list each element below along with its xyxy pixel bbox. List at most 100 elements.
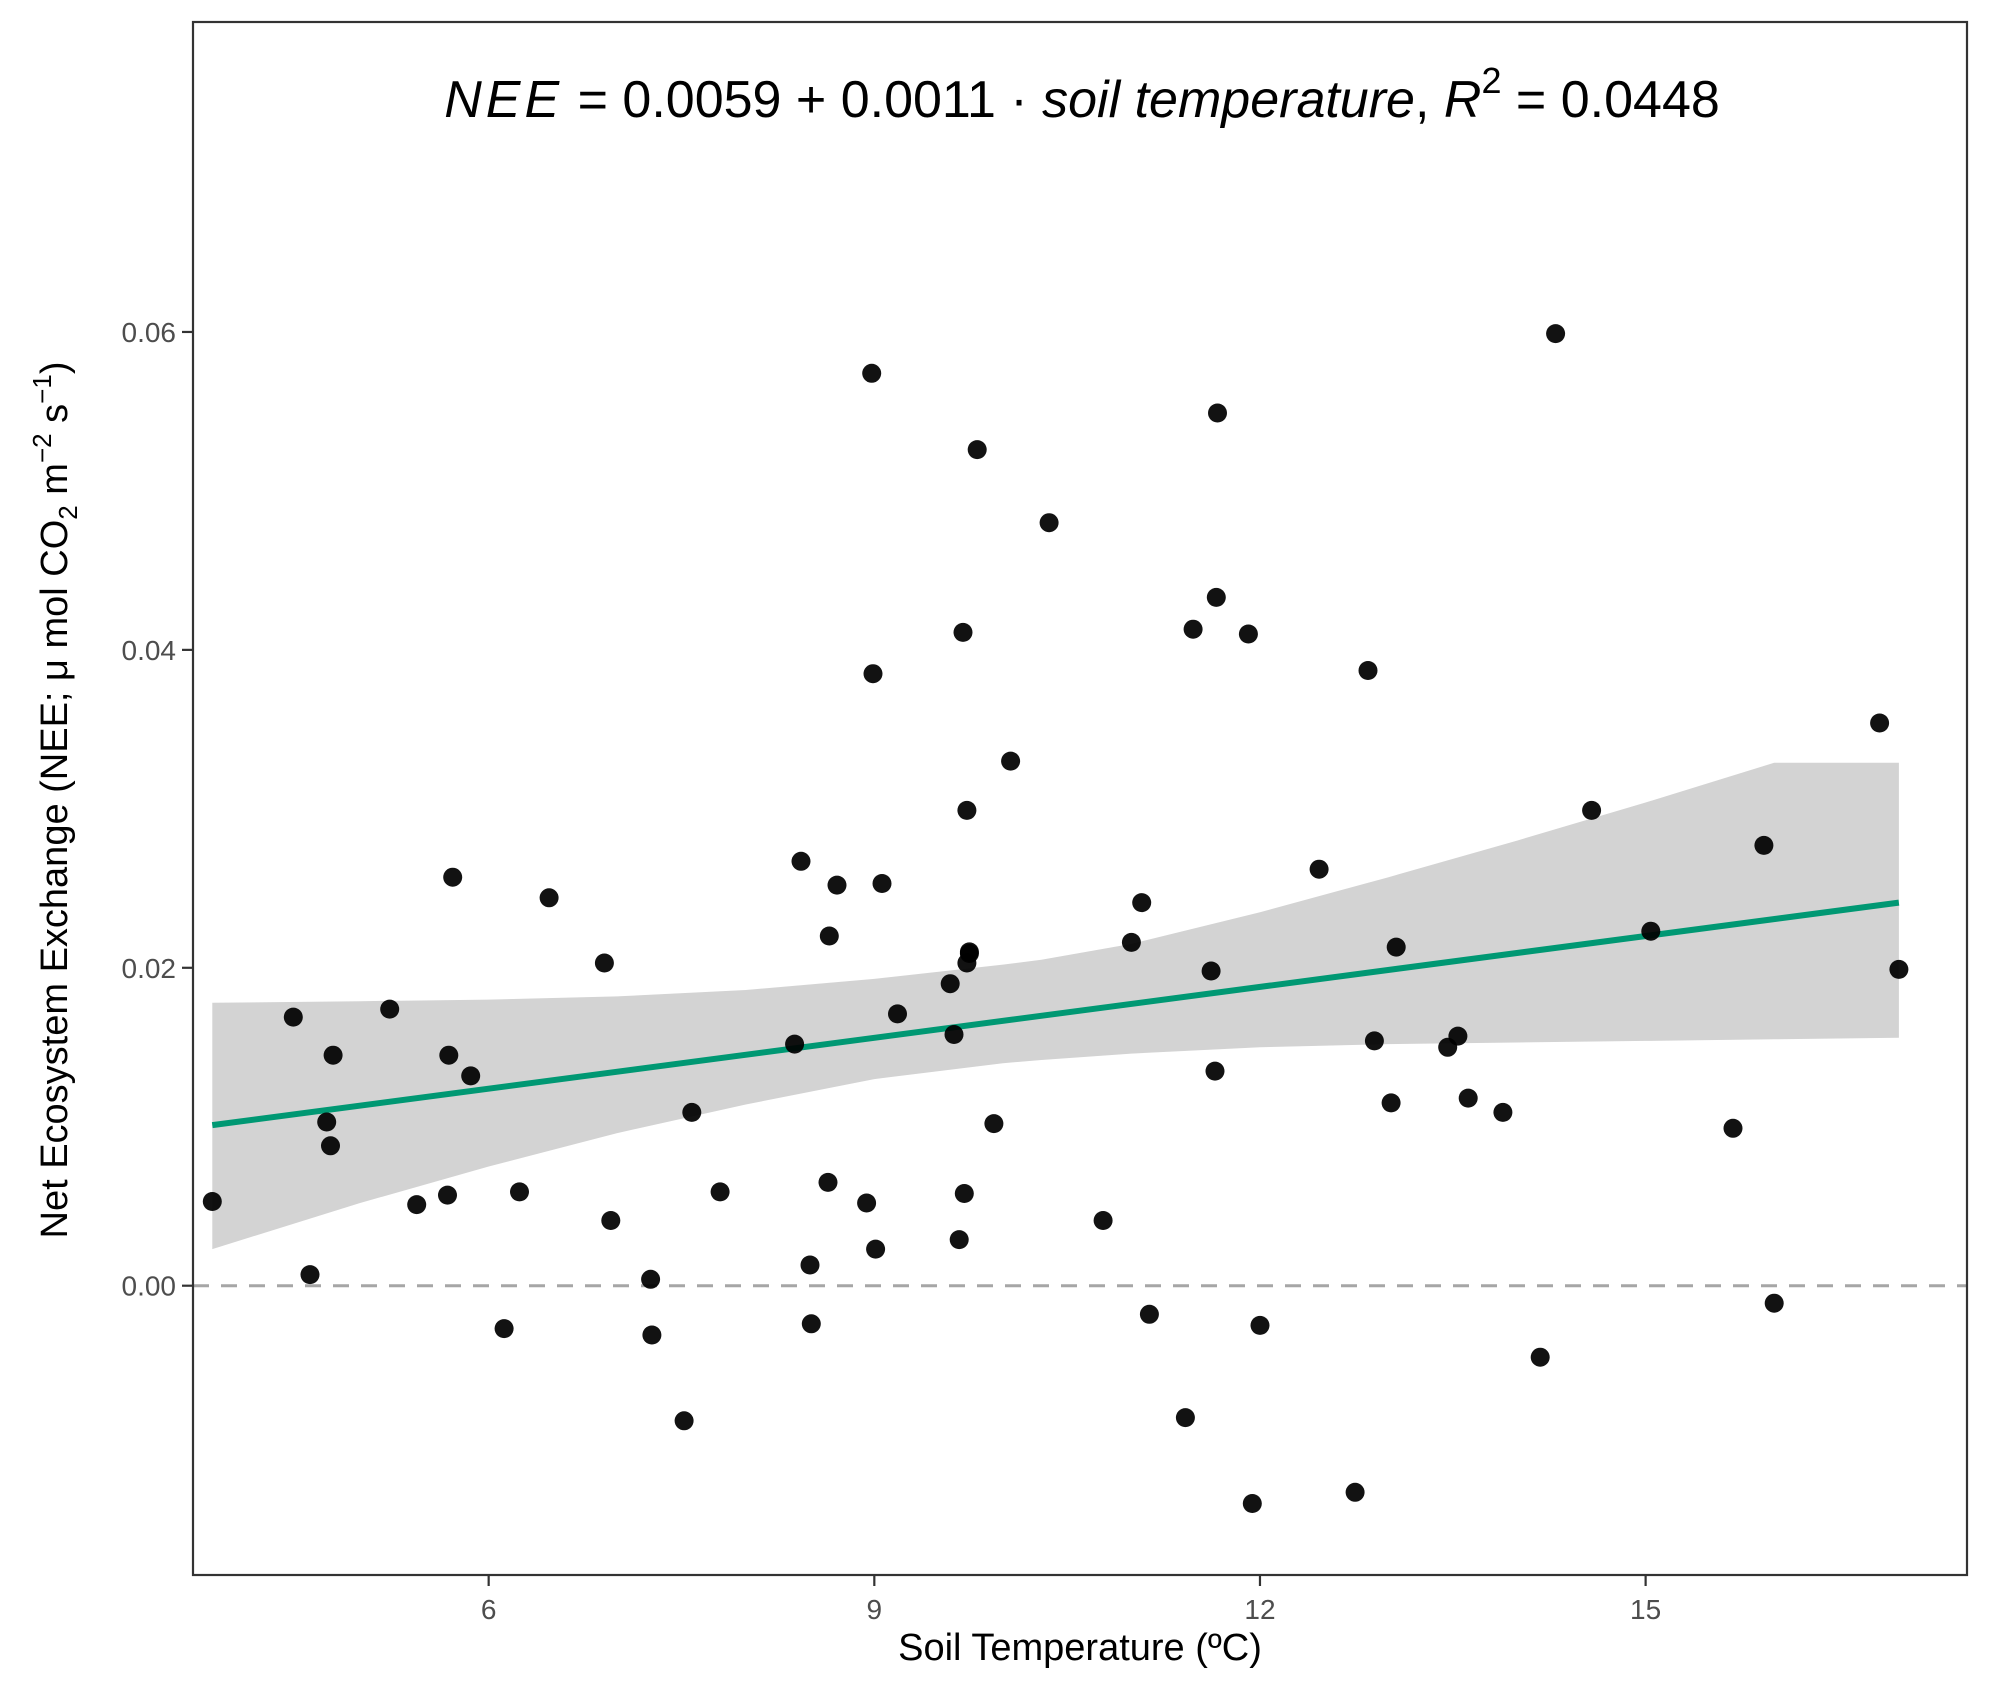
data-point (1764, 1293, 1784, 1313)
data-point (953, 622, 973, 642)
data-point (594, 953, 614, 973)
confidence-band (212, 762, 1899, 1250)
data-point (674, 1411, 694, 1431)
data-point (1238, 624, 1258, 644)
data-point (801, 1314, 821, 1334)
data-point (1582, 800, 1602, 820)
data-point (944, 1025, 964, 1044)
data-point (967, 440, 987, 460)
data-point (857, 1193, 877, 1213)
confidence-band-layer (212, 762, 1899, 1250)
x-axis-title: Soil Temperature (ºC) (898, 1627, 1262, 1669)
data-point (1201, 961, 1221, 981)
data-point (494, 1319, 514, 1339)
data-point (1139, 1304, 1159, 1324)
data-point (323, 1045, 343, 1065)
regression-line (211, 899, 1900, 1129)
data-point (863, 664, 883, 684)
data-point (959, 944, 979, 963)
data-point (819, 926, 839, 946)
x-tick-label: 15 (1630, 1594, 1661, 1625)
data-point (438, 1185, 457, 1205)
data-point (800, 1255, 820, 1275)
regression-equation: NEE = 0.0059 + 0.0011 · soil temperature… (444, 60, 1720, 129)
x-tick-label: 6 (481, 1594, 497, 1625)
y-axis-ticks: 0.00 0.02 0.04 0.06 (122, 317, 193, 1302)
panel-border (191, 20, 1969, 1577)
equation-r2-value: 0.0448 (1561, 71, 1720, 129)
data-point (862, 363, 882, 383)
data-point (682, 1102, 702, 1122)
data-point (1493, 1102, 1513, 1122)
data-point (949, 1230, 969, 1250)
data-point (1242, 1494, 1262, 1513)
data-point (380, 999, 400, 1019)
data-point (1870, 713, 1890, 733)
data-point (710, 1182, 730, 1202)
data-point (439, 1045, 459, 1065)
data-point (1208, 403, 1227, 423)
x-axis-ticks: 6 9 12 15 (481, 1575, 1661, 1625)
data-point (1889, 959, 1909, 979)
equation-r2-exponent: 2 (1481, 60, 1501, 101)
data-point (510, 1182, 529, 1202)
data-point (202, 1192, 222, 1211)
data-point (317, 1112, 337, 1132)
data-point (1250, 1315, 1270, 1335)
data-point (642, 1325, 662, 1345)
equation-lhs: NEE (444, 71, 563, 129)
data-point (1183, 619, 1203, 639)
data-point (539, 888, 559, 908)
x-tick-label: 9 (867, 1594, 883, 1625)
data-point (1358, 661, 1378, 680)
y-axis-title: Net Ecosystem Exchange (NEE; μ mol CO2 m… (27, 361, 83, 1238)
data-points-layer (202, 324, 1909, 1513)
data-point (866, 1239, 886, 1259)
data-point (1309, 859, 1329, 879)
data-point (1458, 1088, 1478, 1108)
data-point (791, 851, 811, 871)
data-point (1381, 1093, 1401, 1113)
data-point (300, 1265, 320, 1285)
data-point (984, 1114, 1004, 1134)
data-point (1132, 893, 1152, 913)
data-point (888, 1004, 907, 1024)
data-point (1001, 751, 1021, 771)
data-point (1205, 1061, 1225, 1081)
data-point (827, 875, 847, 895)
data-point (1206, 587, 1226, 607)
data-point (1641, 921, 1661, 941)
equation-slope: 0.0011 (841, 71, 996, 129)
data-point (641, 1269, 661, 1289)
data-point (1448, 1026, 1468, 1046)
data-point (601, 1211, 621, 1230)
data-point (1386, 937, 1406, 957)
y-tick-label: 0.00 (122, 1271, 177, 1302)
data-point (283, 1007, 303, 1027)
data-point (1039, 513, 1059, 533)
data-point (957, 800, 977, 820)
data-point (1546, 324, 1566, 344)
data-point (443, 867, 463, 887)
equation-predictor: soil temperature (1042, 71, 1415, 129)
data-point (940, 974, 960, 994)
data-point (1093, 1211, 1113, 1230)
equation-intercept: 0.0059 (622, 71, 781, 129)
y-tick-label: 0.06 (122, 317, 177, 348)
y-tick-label: 0.04 (122, 635, 177, 666)
data-point (818, 1172, 838, 1192)
equation-r2-symbol: R (1444, 71, 1482, 129)
data-point (407, 1195, 427, 1215)
data-point (1754, 835, 1774, 855)
data-point (1175, 1408, 1195, 1428)
y-tick-label: 0.02 (122, 953, 177, 984)
data-point (785, 1034, 805, 1054)
x-tick-label: 12 (1244, 1594, 1275, 1625)
data-point (1345, 1482, 1365, 1502)
data-point (1530, 1347, 1550, 1367)
data-point (1121, 932, 1141, 952)
regression-line-layer (211, 899, 1900, 1129)
data-point (461, 1066, 481, 1086)
data-point (1723, 1118, 1743, 1138)
